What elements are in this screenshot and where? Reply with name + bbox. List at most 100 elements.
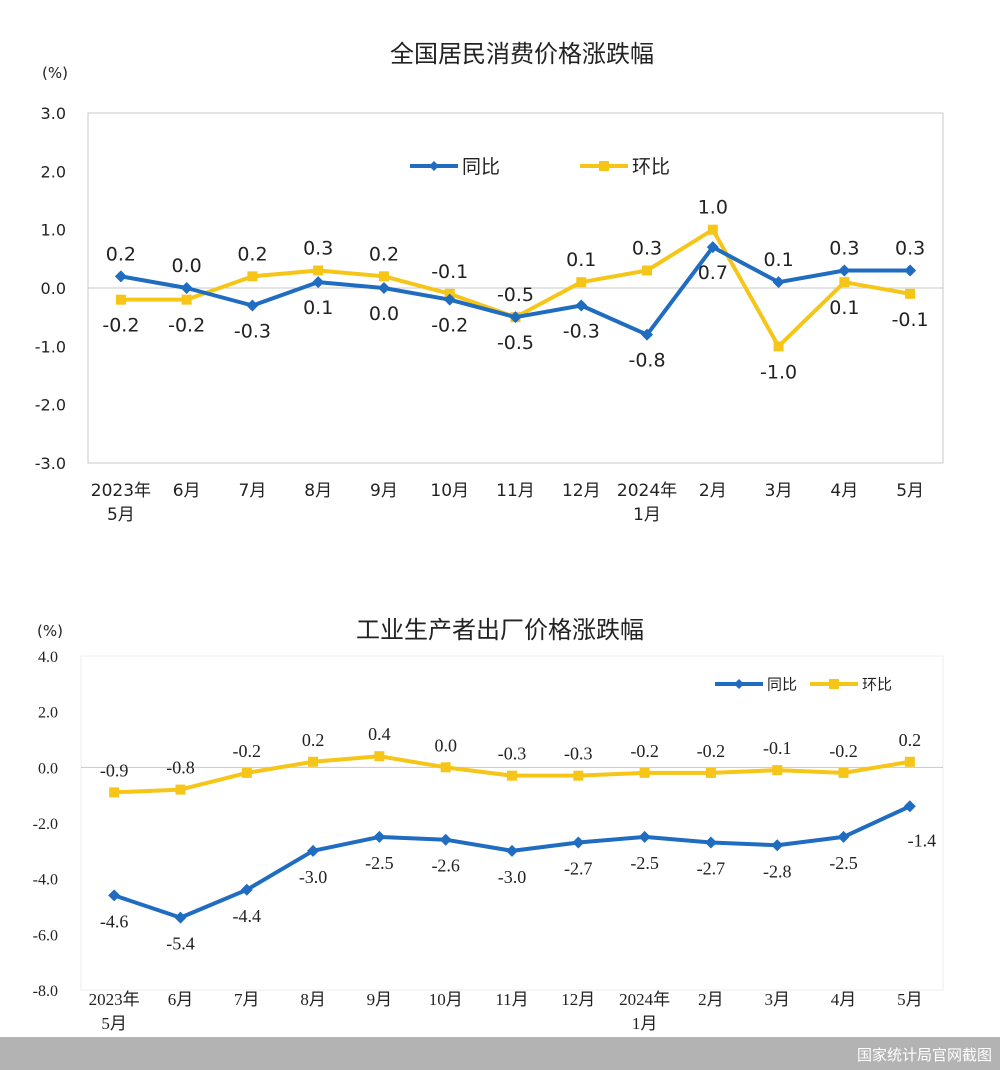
- data-label: -0.2: [431, 315, 468, 337]
- data-point-yoy: [903, 800, 916, 813]
- data-label: 0.3: [829, 238, 859, 260]
- x-tick-label: 2023年: [89, 990, 140, 1009]
- data-label: -0.1: [431, 261, 468, 283]
- data-point-mom: [109, 787, 120, 798]
- data-label: -0.8: [166, 758, 195, 778]
- data-label: -4.4: [233, 906, 262, 926]
- data-point-yoy: [506, 844, 518, 857]
- data-label: -0.2: [829, 741, 858, 761]
- data-label: -2.5: [365, 853, 394, 873]
- data-point-mom: [247, 271, 258, 282]
- data-label: 0.1: [566, 249, 596, 271]
- y-tick-label: -1.0: [35, 337, 66, 356]
- x-tick-label: 2月: [699, 481, 727, 501]
- data-label: -0.2: [168, 315, 205, 337]
- legend-label: 环比: [862, 676, 892, 694]
- x-tick-label: 6月: [168, 990, 194, 1009]
- data-point-mom: [905, 288, 916, 299]
- data-point-yoy: [638, 830, 651, 843]
- data-label: 0.1: [763, 249, 793, 271]
- data-point-mom: [181, 294, 192, 305]
- data-label: -2.5: [829, 853, 858, 873]
- data-label: -0.2: [102, 315, 139, 337]
- x-tick-label: 1月: [632, 1014, 658, 1033]
- y-tick-label: 0.0: [41, 279, 66, 298]
- data-label: 0.3: [303, 238, 333, 260]
- x-tick-label: 5月: [101, 1014, 127, 1033]
- x-tick-label: 12月: [562, 481, 601, 501]
- x-tick-label: 3月: [765, 481, 793, 501]
- legend-marker: [599, 161, 609, 171]
- x-tick-label: 10月: [429, 990, 463, 1009]
- y-tick-label: -8.0: [33, 983, 58, 1000]
- data-label: 0.0: [369, 303, 399, 325]
- data-point-mom: [839, 277, 850, 288]
- x-tick-label: 1月: [633, 505, 661, 525]
- chart-title: 工业生产者出厂价格涨跌幅: [356, 616, 644, 644]
- data-label: -4.6: [100, 911, 129, 931]
- data-point-mom: [374, 751, 385, 762]
- data-point-mom: [241, 767, 252, 778]
- data-point-yoy: [114, 270, 127, 283]
- data-point-mom: [440, 762, 451, 773]
- data-point-yoy: [180, 282, 193, 294]
- y-tick-label: -4.0: [33, 872, 58, 889]
- data-label: 0.2: [302, 730, 325, 750]
- y-tick-label: 2.0: [38, 705, 58, 722]
- data-label: 0.1: [303, 297, 333, 319]
- data-label: -1.4: [908, 830, 937, 850]
- legend-marker: [429, 161, 439, 171]
- x-tick-label: 7月: [234, 990, 260, 1009]
- data-label: 0.4: [368, 724, 391, 744]
- footer-bar: 国家统计局官网截图: [0, 1037, 1000, 1070]
- x-tick-label: 9月: [367, 990, 393, 1009]
- data-label: -2.6: [431, 856, 460, 876]
- legend-label: 环比: [632, 156, 670, 178]
- data-point-mom: [378, 271, 389, 282]
- data-point-yoy: [443, 293, 456, 306]
- y-tick-label: -2.0: [35, 396, 66, 415]
- data-point-yoy: [439, 833, 452, 846]
- data-point-mom: [642, 265, 653, 276]
- data-label: -0.1: [892, 309, 929, 331]
- data-label: 1.0: [698, 197, 728, 219]
- data-label: -0.2: [697, 741, 726, 761]
- legend-marker: [829, 679, 839, 689]
- y-tick-label: 4.0: [38, 649, 58, 666]
- x-tick-label: 5月: [897, 990, 923, 1009]
- data-point-yoy: [575, 299, 588, 312]
- y-tick-label: 1.0: [41, 221, 66, 240]
- data-label: 0.2: [899, 730, 922, 750]
- data-label: 0.7: [698, 262, 728, 284]
- data-label: 0.2: [237, 243, 267, 265]
- data-point-yoy: [706, 241, 719, 254]
- data-label: 0.3: [632, 238, 662, 260]
- data-point-mom: [838, 767, 849, 778]
- data-label: -0.3: [234, 321, 271, 343]
- x-tick-label: 4月: [830, 481, 858, 501]
- data-label: 0.3: [895, 238, 925, 260]
- x-tick-label: 5月: [896, 481, 924, 501]
- data-label: -0.5: [497, 284, 534, 306]
- y-tick-label: 0.0: [38, 760, 58, 777]
- data-point-yoy: [509, 311, 522, 324]
- data-point-mom: [115, 294, 126, 305]
- y-tick-label: -6.0: [33, 927, 58, 944]
- data-point-mom: [772, 765, 783, 776]
- x-tick-label: 3月: [764, 990, 790, 1009]
- x-tick-label: 7月: [239, 481, 267, 501]
- data-point-mom: [507, 770, 517, 781]
- data-label: -0.8: [628, 350, 665, 372]
- legend-label: 同比: [462, 156, 500, 178]
- data-label: 0.2: [369, 243, 399, 265]
- data-point-yoy: [704, 836, 717, 849]
- y-axis-unit: (%): [42, 64, 68, 82]
- y-tick-label: -3.0: [35, 454, 66, 473]
- data-point-yoy: [108, 889, 121, 902]
- x-tick-label: 8月: [304, 481, 332, 501]
- x-tick-label: 12月: [561, 990, 595, 1009]
- x-tick-label: 8月: [300, 990, 326, 1009]
- data-point-yoy: [572, 836, 585, 849]
- data-point-yoy: [373, 830, 386, 843]
- watermark: 国家统计局官网截图: [856, 1046, 992, 1064]
